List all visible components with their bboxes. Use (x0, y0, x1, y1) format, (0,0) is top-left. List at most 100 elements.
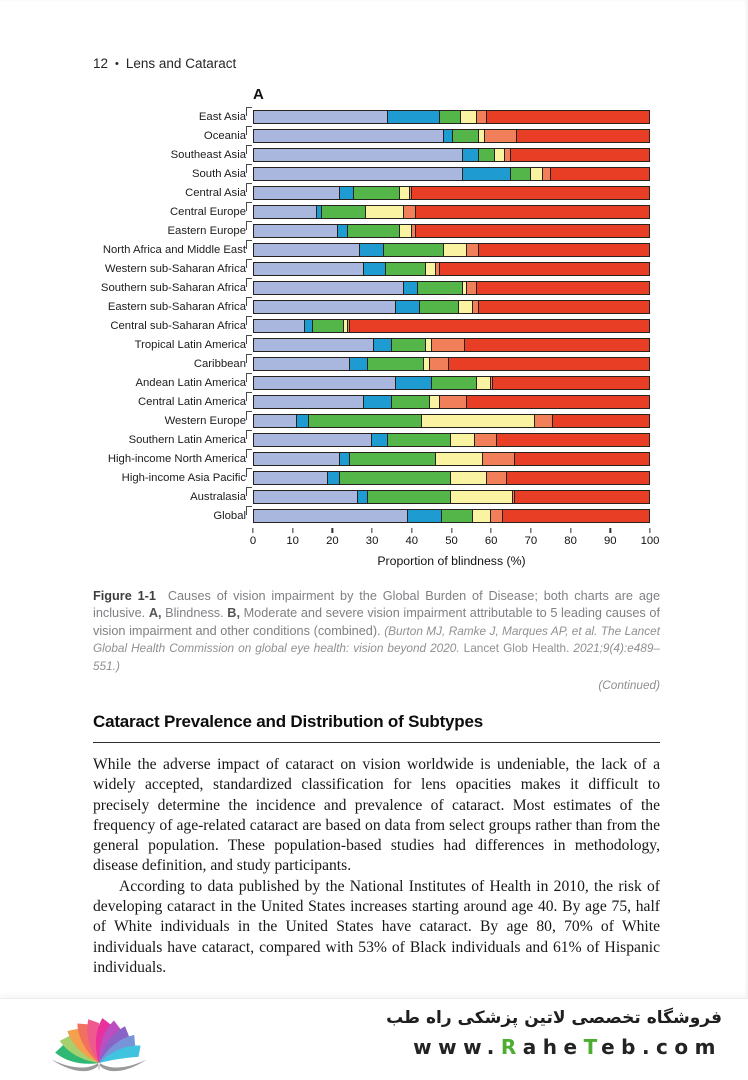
bar-segment-5-orange (435, 262, 440, 276)
bar-segment-5-orange (467, 281, 478, 295)
bar-segment-3-green (348, 224, 400, 238)
bullet-separator: • (115, 58, 119, 70)
bar-segment-6-red (487, 110, 650, 124)
x-axis-title: Proportion of blindness (%) (377, 554, 526, 568)
bar-segment-1-lavender (253, 433, 373, 447)
chart-row: South Asia (93, 163, 660, 181)
caption-citation: (Burton MJ, Ramke J, Marques AP, et al. … (93, 623, 660, 673)
url-segment: T (583, 1035, 602, 1059)
bar-segment-6-red (552, 414, 650, 428)
stacked-bar (246, 486, 650, 504)
bar-segment-4-yellow (443, 243, 468, 257)
chart-rows: East Asia Oceania Southeast Asia South Asia… (93, 106, 660, 523)
stacked-bar (246, 277, 650, 295)
x-tick-label: 10 (286, 535, 299, 547)
panel-label-a: A (253, 86, 264, 103)
bar-segment-6-red (503, 509, 650, 523)
row-label: Central Europe (170, 206, 246, 218)
paragraph: While the adverse impact of cataract on … (93, 756, 660, 875)
bar-segment-6-red (479, 300, 650, 314)
bar-segment-6-red (465, 338, 650, 352)
bar-segment-1-lavender (253, 471, 329, 485)
store-name-farsi: فروشگاه تخصصی لاتین پزشکی راه طب (386, 1008, 722, 1028)
x-tick (252, 528, 254, 533)
body-text: While the adverse impact of cataract on … (93, 755, 660, 978)
url-segment: ahe (522, 1035, 584, 1059)
caption-sentence: Causes of vision impairment by the Globa… (93, 589, 660, 621)
bar-segment-6-red (415, 205, 650, 219)
x-tick-label: 30 (365, 535, 379, 547)
bar-segment-5-orange (348, 319, 351, 333)
bar-segment-5-orange (491, 376, 494, 390)
chart-row: Eastern Europe (93, 220, 660, 238)
x-tick-label: 80 (564, 535, 577, 547)
bar-segment-1-lavender (253, 395, 365, 409)
bar-segment-2-blue (395, 300, 420, 314)
bar-segment-4-yellow (451, 490, 514, 504)
citation-journal: Lancet Glob Health. (463, 641, 570, 656)
chart-row: Eastern sub-Saharan Africa (93, 296, 660, 314)
bar-segment-4-yellow (461, 110, 478, 124)
bar-segment-3-green (385, 262, 426, 276)
x-axis: 0 10 20 30 40 50 60 70 80 90 100 (250, 528, 659, 554)
bar-segment-6-red (439, 262, 650, 276)
stacked-bar (246, 429, 650, 447)
bar-segment-2-blue (304, 319, 313, 333)
bar-segment-6-red (497, 433, 650, 447)
bar-segment-3-green (368, 490, 452, 504)
bar-segment-4-yellow (429, 395, 440, 409)
stacked-bar (246, 258, 650, 276)
bar-segment-3-green (419, 300, 460, 314)
bar-segment-3-green (431, 376, 478, 390)
x-tick (490, 528, 492, 533)
row-label: Australasia (190, 491, 246, 503)
bar-segment-4-yellow (479, 129, 486, 143)
bar-segment-6-red (550, 167, 650, 181)
bar-segment-6-red (415, 224, 650, 238)
bar-segment-1-lavender (253, 300, 396, 314)
bar-segment-3-green (340, 471, 452, 485)
bar-segment-4-yellow (530, 167, 543, 181)
bar-segment-5-orange (411, 224, 416, 238)
bar-segment-2-blue (328, 471, 341, 485)
chart-row: Oceania (93, 125, 660, 143)
bar-segment-1-lavender (253, 129, 444, 143)
figure-label: Figure 1-1 (93, 589, 156, 603)
figure-1-1-chart: A East Asia Oceania Southeast Asia South As… (93, 86, 660, 568)
bar-segment-4-yellow (495, 148, 506, 162)
bar-segment-2-blue (296, 414, 309, 428)
bar-segment-4-yellow (366, 205, 404, 219)
row-label: Central Latin America (138, 396, 246, 408)
logo-petal (99, 1045, 141, 1063)
row-label: Central Asia (185, 187, 246, 199)
bar-segment-2-blue (407, 509, 442, 523)
bar-segment-4-yellow (463, 281, 468, 295)
x-tick-label: 50 (445, 535, 458, 547)
bar-segment-3-green (417, 281, 464, 295)
bar-segment-2-blue (395, 376, 432, 390)
bar-segment-5-orange (475, 433, 498, 447)
bar-segment-4-yellow (425, 262, 436, 276)
footer-watermark: فروشگاه تخصصی لاتین پزشکی راه طب www.Rah… (0, 998, 748, 1080)
bar-segment-4-yellow (451, 471, 488, 485)
bar-segment-1-lavender (253, 262, 365, 276)
stacked-bar (246, 505, 650, 523)
row-label: Global (213, 510, 246, 522)
chart-row: Western sub-Saharan Africa (93, 258, 660, 276)
url-segment: R (500, 1035, 523, 1059)
bar-segment-1-lavender (253, 338, 375, 352)
bar-segment-6-red (516, 129, 650, 143)
stacked-bar (246, 182, 650, 200)
bar-segment-2-blue (403, 281, 418, 295)
x-tick-label: 40 (405, 535, 419, 547)
bar-segment-5-orange (403, 205, 416, 219)
row-label: North Africa and Middle East (102, 244, 246, 256)
caption-a-text: Blindness. (165, 606, 224, 621)
bar-segment-6-red (493, 376, 650, 390)
bar-segment-4-yellow (435, 452, 484, 466)
row-label: Southeast Asia (170, 149, 246, 161)
bar-segment-1-lavender (253, 319, 305, 333)
bar-segment-5-orange (485, 129, 517, 143)
bar-segment-2-blue (364, 262, 386, 276)
bar-segment-2-blue (374, 338, 392, 352)
